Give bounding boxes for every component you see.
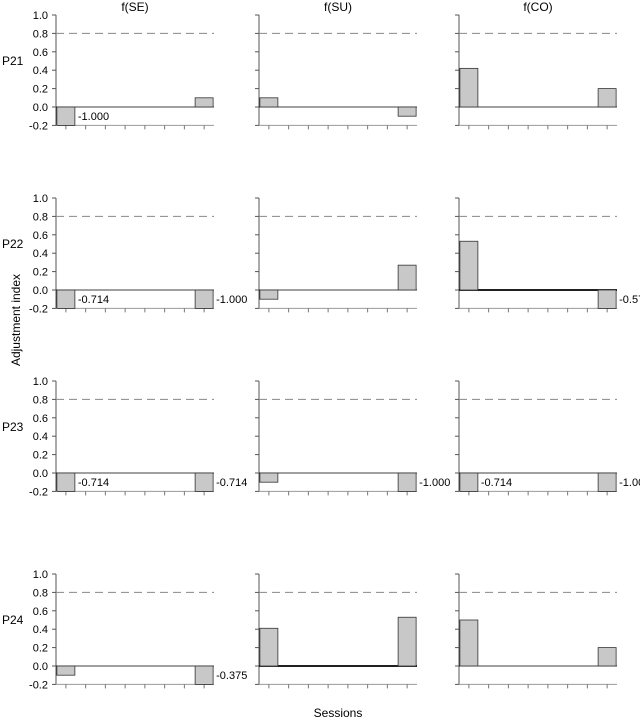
panel-p23-1: -1.000: [255, 380, 450, 496]
y-tick-label: 0.0: [33, 661, 48, 673]
panel-p23-2: -0.714 -1.000: [455, 380, 640, 496]
y-tick-label: -0.2: [29, 120, 48, 132]
y-tick-label: 0.2: [33, 267, 48, 279]
panel-p22-1: [255, 197, 417, 313]
row-label: P21: [2, 54, 24, 68]
bar: [459, 240, 479, 291]
data-label: -1.000: [419, 477, 450, 489]
data-label: -0.714: [216, 477, 247, 489]
y-tick-label: 1.0: [33, 569, 48, 581]
bar: [56, 472, 76, 492]
row-label: P23: [2, 420, 24, 434]
y-tick-label: 1.0: [33, 10, 48, 22]
y-axis-label: Adjustment index: [9, 274, 23, 366]
bar: [597, 472, 617, 492]
bar: [259, 472, 279, 483]
panel-p24-1: [255, 573, 417, 689]
bar: [397, 616, 417, 667]
y-tick-label: 0.0: [33, 468, 48, 480]
y-tick-label: 1.0: [33, 193, 48, 205]
panels: P21 1.0 0.8 0.6 0.4 0.2 0.0 -0.2 -1.000 P22 1.0 0.8…: [2, 10, 640, 691]
bar: [459, 619, 479, 667]
y-tick-label: 0.6: [33, 230, 48, 242]
data-label: -0.571: [619, 294, 640, 306]
y-tick-label: 0.6: [33, 47, 48, 59]
bar: [194, 289, 214, 309]
y-tick-label: 0.6: [33, 413, 48, 425]
y-tick-label: 0.4: [33, 65, 48, 77]
y-tick-label: 0.8: [33, 211, 48, 223]
bar: [459, 67, 479, 108]
y-tick-label: -0.2: [29, 679, 48, 691]
data-label: -0.714: [78, 477, 109, 489]
bar: [397, 106, 417, 117]
panel-p24-2: [455, 573, 617, 689]
panel-p21-0: P21 1.0 0.8 0.6 0.4 0.2 0.0 -0.2 -1.000: [2, 10, 214, 132]
y-tick-label: 0.4: [33, 431, 48, 443]
x-axis-label: Sessions: [314, 706, 363, 718]
y-tick-label: 1.0: [33, 376, 48, 388]
bar: [194, 472, 214, 492]
bar: [597, 88, 617, 108]
data-label: -0.375: [216, 670, 247, 682]
panel-p24-0: P24 1.0 0.8 0.6 0.4 0.2 0.0 -0.2 -0.375: [2, 569, 247, 691]
panel-p22-0: P22 1.0 0.8 0.6 0.4 0.2 0.0 -0.2 -0.714 -1.000: [2, 193, 247, 315]
data-label: -1.000: [619, 477, 640, 489]
row-label: P24: [2, 613, 24, 627]
y-tick-label: 0.6: [33, 606, 48, 618]
data-label: -0.714: [481, 477, 512, 489]
y-tick-label: 0.8: [33, 587, 48, 599]
y-tick-label: 0.8: [33, 394, 48, 406]
bar: [56, 665, 76, 676]
bar: [56, 106, 76, 126]
panel-p22-2: -0.571: [455, 197, 640, 313]
data-label: -1.000: [216, 294, 247, 306]
panel-p21-2: [455, 14, 617, 130]
panel-p21-1: [255, 14, 417, 130]
data-label: -1.000: [78, 111, 109, 123]
column-title: f(CO): [523, 0, 552, 14]
column-title: f(SU): [324, 0, 352, 14]
bar: [259, 97, 279, 108]
y-tick-label: 0.0: [33, 102, 48, 114]
row-label: P22: [2, 237, 24, 251]
bar: [397, 264, 417, 291]
bar: [259, 627, 279, 667]
data-label: -0.714: [78, 294, 109, 306]
y-tick-label: 0.2: [33, 84, 48, 96]
y-tick-label: -0.2: [29, 303, 48, 315]
bar: [459, 472, 479, 492]
bar: [194, 97, 214, 108]
y-tick-label: 0.2: [33, 643, 48, 655]
y-tick-label: 0.2: [33, 450, 48, 462]
y-tick-label: 0.4: [33, 624, 48, 636]
y-tick-label: 0.4: [33, 248, 48, 260]
bar: [259, 289, 279, 300]
bar: [56, 289, 76, 309]
column-titles: f(SE) f(SU) f(CO): [121, 0, 552, 14]
y-tick-label: 0.8: [33, 28, 48, 40]
bar: [397, 472, 417, 492]
bar: [597, 647, 617, 667]
bar: [194, 665, 214, 685]
y-tick-label: -0.2: [29, 486, 48, 498]
column-title: f(SE): [121, 0, 148, 14]
bar: [597, 289, 617, 309]
panel-p23-0: P23 1.0 0.8 0.6 0.4 0.2 0.0 -0.2 -0.714 -0.714: [2, 376, 247, 498]
y-tick-label: 0.0: [33, 285, 48, 297]
